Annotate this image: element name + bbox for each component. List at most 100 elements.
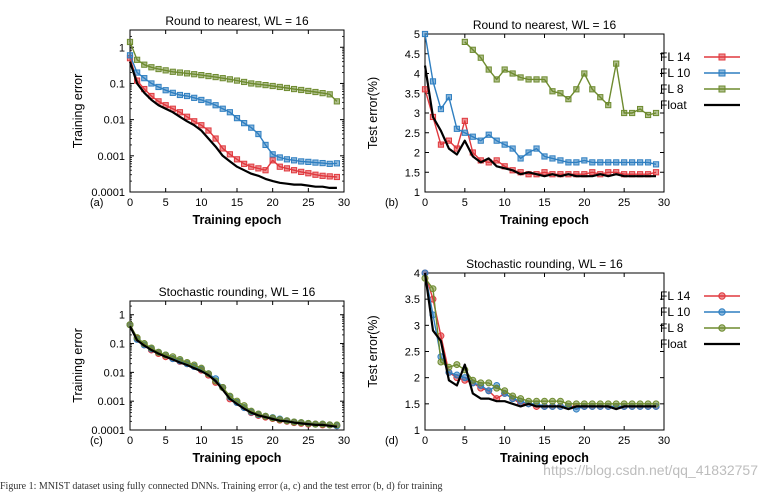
x-tick-label: 10	[195, 435, 207, 447]
y-tick-label: 3	[414, 320, 420, 332]
data-point	[437, 105, 445, 113]
panel-label: (b)	[385, 197, 398, 209]
legend-label: FL 8	[660, 82, 684, 96]
y-tick-label: 0.001	[97, 151, 125, 163]
series-line-float	[423, 65, 656, 178]
data-point	[269, 157, 276, 164]
data-point	[148, 64, 155, 71]
data-point	[219, 105, 226, 112]
data-point	[248, 80, 255, 87]
data-point	[509, 70, 516, 77]
data-point	[556, 397, 564, 405]
y-tick-label: 3	[414, 108, 420, 120]
data-point	[549, 155, 556, 162]
data-point	[290, 85, 298, 93]
data-point	[212, 102, 219, 109]
y-tick-label: 0.001	[97, 396, 125, 408]
y-tick-label: 2	[414, 148, 420, 160]
data-point	[212, 135, 219, 142]
data-point	[191, 118, 198, 125]
x-tick-label: 20	[578, 435, 590, 447]
x-axis-label: Training epoch	[500, 213, 589, 227]
data-point	[501, 387, 509, 395]
data-point	[134, 56, 141, 63]
data-point	[629, 109, 636, 117]
data-point	[525, 149, 532, 156]
panel-label: (d)	[385, 435, 398, 447]
data-point	[517, 74, 524, 81]
x-axis-label: Training epoch	[193, 451, 282, 465]
data-point	[169, 68, 176, 75]
data-point	[597, 159, 604, 166]
data-point	[162, 67, 169, 74]
data-point	[191, 94, 198, 101]
data-point	[589, 86, 596, 93]
legend-label: FL 14	[660, 289, 691, 303]
x-tick-label: 30	[338, 435, 350, 447]
plot-frame	[129, 300, 345, 431]
data-point	[248, 163, 255, 170]
data-point	[565, 96, 572, 103]
legend-marker	[718, 85, 726, 93]
legend-label: FL 14	[660, 50, 691, 64]
data-point	[298, 158, 305, 165]
x-tick-label: 10	[195, 197, 207, 209]
data-point	[255, 81, 262, 88]
x-tick-label: 25	[302, 197, 314, 209]
data-point	[191, 71, 198, 78]
data-point	[269, 82, 276, 90]
x-tick-label: 15	[231, 197, 243, 209]
data-point	[176, 91, 184, 99]
data-point	[183, 92, 191, 100]
data-point	[557, 90, 564, 97]
data-point	[541, 397, 548, 405]
data-point	[262, 141, 269, 149]
y-tick-label: 1	[119, 310, 125, 322]
data-point	[565, 159, 572, 166]
data-point	[226, 151, 233, 158]
data-point	[644, 111, 652, 119]
chart-title: Round to nearest, WL = 16	[473, 18, 617, 32]
data-point	[437, 141, 445, 148]
data-point	[477, 379, 485, 387]
data-point	[269, 151, 276, 158]
data-point	[183, 113, 191, 120]
data-point	[421, 30, 429, 38]
data-point	[509, 392, 517, 400]
y-axis-label: Training error	[71, 74, 85, 149]
x-tick-label: 30	[658, 435, 670, 447]
data-point	[621, 159, 628, 166]
data-point	[564, 400, 572, 408]
chart-title: Stochastic rounding, WL = 16	[159, 285, 316, 299]
data-point	[453, 125, 460, 132]
y-tick-label: 5	[414, 29, 420, 41]
data-point	[333, 173, 340, 181]
data-point	[453, 361, 461, 369]
legend-marker	[718, 69, 726, 77]
data-point	[445, 94, 452, 101]
data-point	[176, 109, 184, 116]
data-point	[493, 384, 501, 392]
data-point	[283, 165, 291, 172]
x-tick-label: 10	[499, 435, 511, 447]
y-tick-label: 2.5	[405, 128, 420, 140]
legend-marker	[718, 308, 726, 316]
legend-label: FL 10	[660, 66, 691, 80]
data-point	[262, 167, 269, 174]
series-line-fl-10	[424, 272, 656, 410]
data-point	[233, 115, 241, 122]
data-point	[205, 72, 212, 80]
y-tick-label: 1.5	[405, 167, 420, 179]
data-point	[525, 76, 532, 83]
y-tick-label: 2.5	[405, 347, 420, 359]
data-point	[493, 76, 500, 83]
y-tick-label: 4.5	[405, 49, 420, 61]
data-point	[276, 83, 283, 91]
data-point	[255, 130, 262, 138]
data-point	[305, 87, 312, 95]
data-point	[637, 105, 644, 113]
series-line-fl-14	[129, 324, 337, 427]
data-point	[485, 66, 492, 73]
